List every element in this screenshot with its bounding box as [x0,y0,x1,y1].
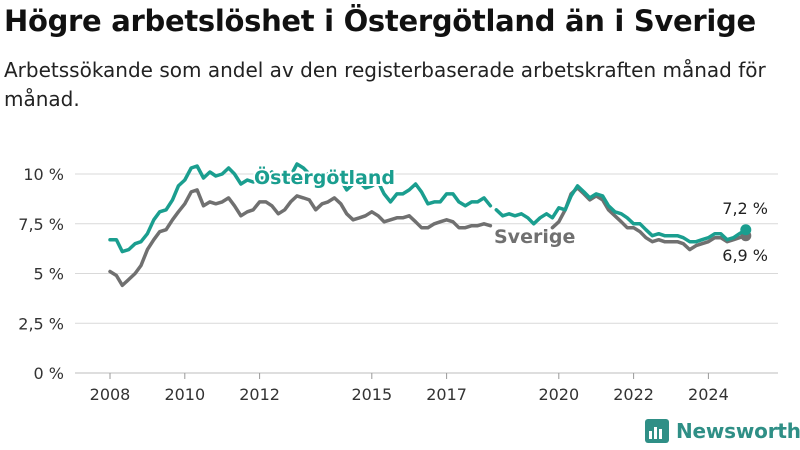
series-line-sverige [550,186,748,252]
x-tick-label: 2020 [538,385,579,404]
y-tick-label: 2,5 % [18,314,64,333]
x-tick-label: 2012 [239,385,280,404]
y-tick-label: 10 % [23,165,64,184]
y-tick-label: 5 % [34,265,64,284]
x-tick-label: 2008 [90,385,131,404]
x-tick-label: 2024 [688,385,729,404]
x-tick-label: 2017 [426,385,467,404]
series-line-ostergotland [494,184,748,244]
brand-logo: Newsworthy [644,418,800,444]
end-value-label-ostergotland: 7,2 % [722,199,768,218]
series-label-sverige: Sverige [494,226,575,248]
x-tick-label: 2015 [351,385,392,404]
end-value-label-sverige: 6,9 % [722,246,768,265]
chart-subtitle: Arbetssökande som andel av den registerb… [4,58,766,111]
series-label-ostergotland: Östergötland [254,165,395,189]
brand-name: Newsworthy [676,419,800,443]
end-point-ostergotland [740,224,752,236]
y-tick-label: 7,5 % [18,215,64,234]
newsworthy-logo-icon [645,419,669,443]
x-tick-label: 2022 [613,385,654,404]
series-line-sverige [108,188,493,288]
series-line-ostergotland [108,162,493,254]
chart-title: Högre arbetslöshet i Östergötland än i S… [4,4,756,38]
x-tick-label: 2010 [164,385,205,404]
y-tick-label: 0 % [34,364,64,383]
